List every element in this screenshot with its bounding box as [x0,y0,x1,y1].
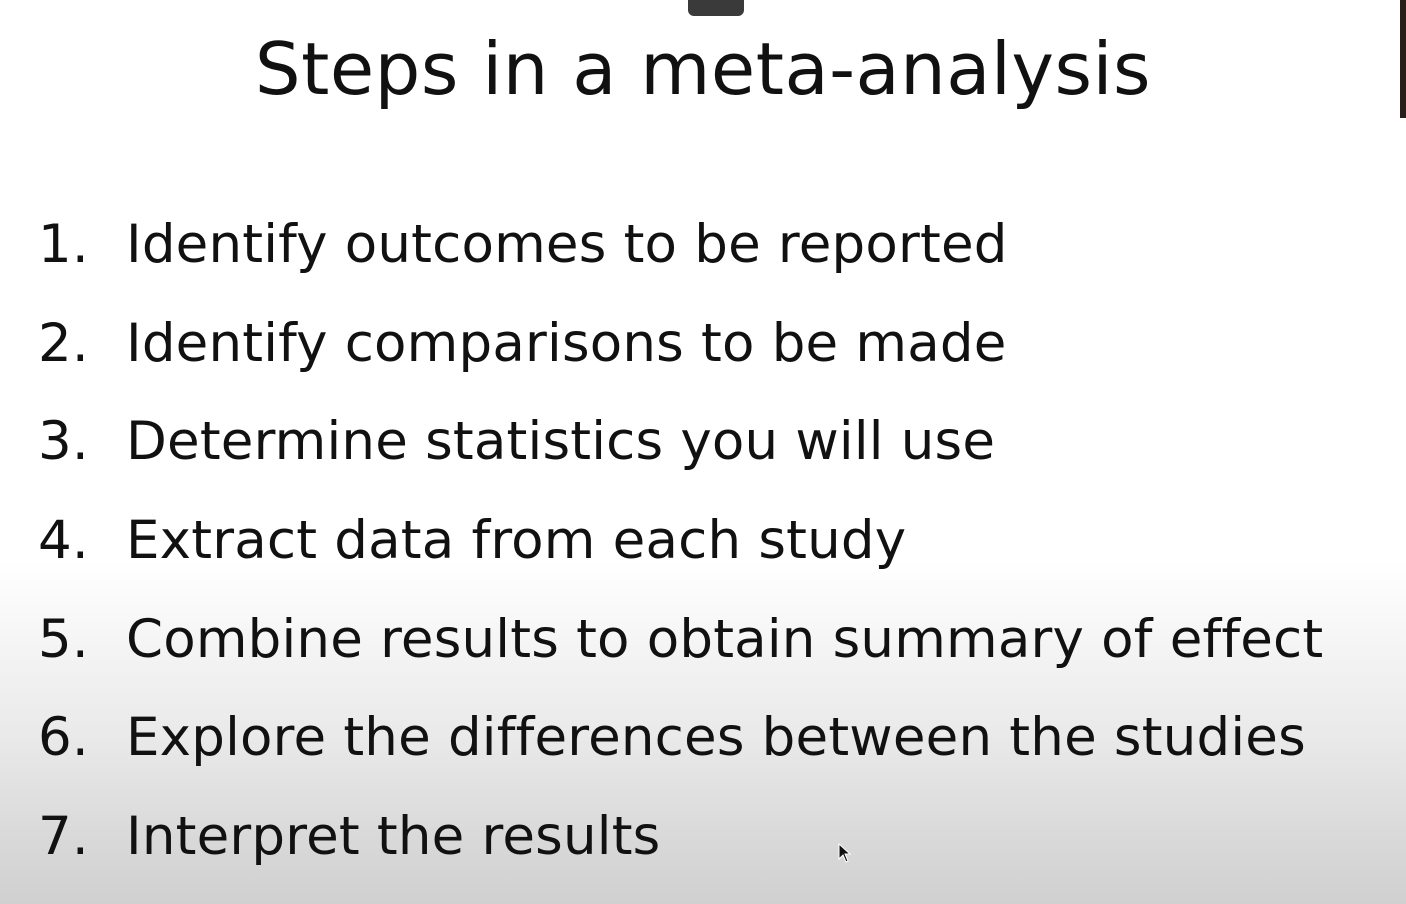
step-number: 5. [38,608,89,670]
step-number: 6. [38,707,89,769]
step-number: 1. [38,213,89,275]
step-text: Extract data from each study [126,509,907,571]
window-tab-handle[interactable] [688,0,744,16]
step-number: 3. [38,411,89,473]
slide-title: Steps in a meta-analysis [254,27,1152,111]
step-text: Identify comparisons to be made [126,312,1007,374]
list-item: 6. Explore the differences between the s… [0,688,1406,787]
list-item: 4. Extract data from each study [0,491,1406,590]
list-item: 5. Combine results to obtain summary of … [0,590,1406,689]
step-number: 2. [38,312,89,374]
step-text: Determine statistics you will use [126,411,996,473]
step-number: 4. [38,509,89,571]
list-item: 2. Identify comparisons to be made [0,294,1406,393]
mouse-pointer-icon [838,843,852,863]
step-number: 7. [38,805,89,867]
video-thumbnail-edge [1400,0,1406,118]
step-text: Identify outcomes to be reported [126,213,1008,275]
list-item: 7. Interpret the results [0,787,1406,886]
step-text: Explore the differences between the stud… [126,707,1306,769]
steps-list: 1. Identify outcomes to be reported 2. I… [0,195,1406,886]
list-item: 1. Identify outcomes to be reported [0,195,1406,294]
step-text: Combine results to obtain summary of eff… [126,608,1324,670]
list-item: 3. Determine statistics you will use [0,392,1406,491]
step-text: Interpret the results [126,805,661,867]
